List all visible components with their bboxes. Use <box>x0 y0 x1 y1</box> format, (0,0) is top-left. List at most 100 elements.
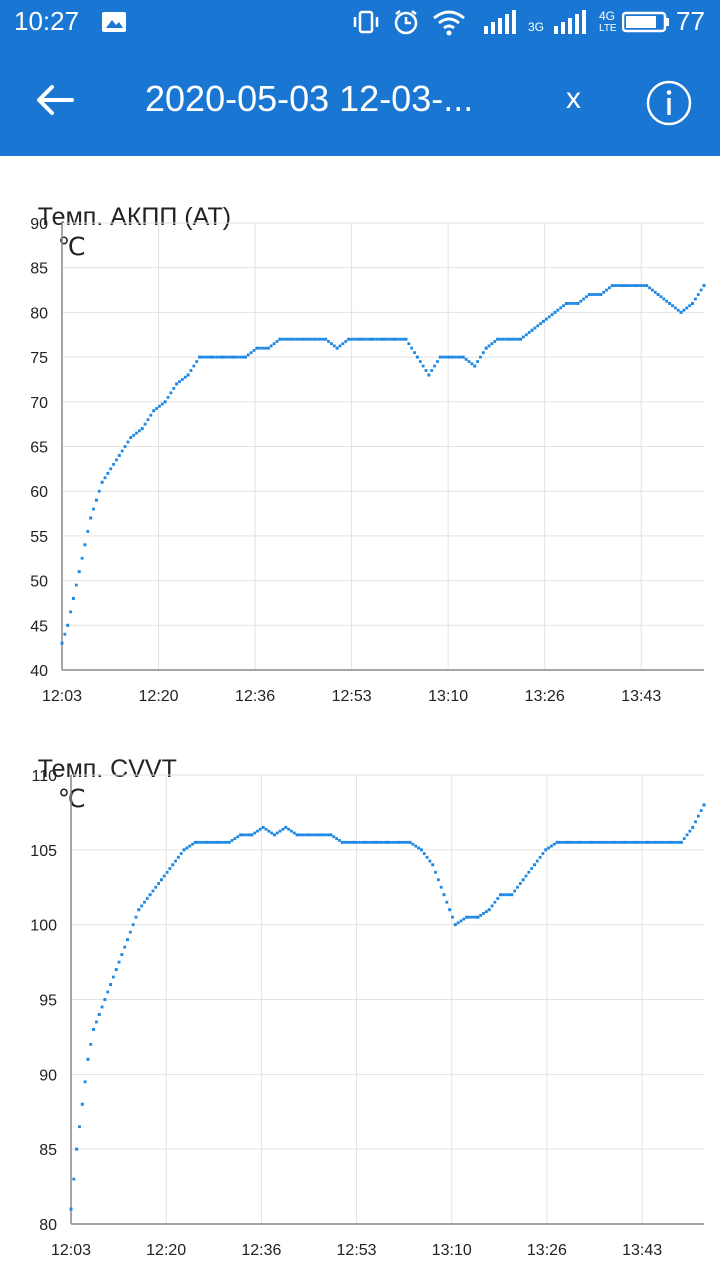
data-point <box>233 837 237 841</box>
data-point <box>266 346 270 350</box>
data-point <box>559 306 563 310</box>
data-point <box>148 893 152 897</box>
data-point <box>415 355 419 359</box>
data-point <box>250 833 254 837</box>
data-point <box>605 288 608 292</box>
data-point <box>186 373 190 377</box>
data-point <box>301 833 305 837</box>
data-point <box>566 840 570 844</box>
data-point <box>527 870 531 874</box>
data-point <box>241 355 244 359</box>
data-point <box>408 840 412 844</box>
data-point <box>158 404 161 408</box>
data-point <box>226 355 230 359</box>
data-point <box>665 299 669 303</box>
network-type-4g: 4G <box>599 9 616 23</box>
data-point <box>143 422 147 426</box>
data-point <box>419 848 423 852</box>
data-point <box>304 833 307 837</box>
data-point <box>524 874 528 878</box>
data-point <box>244 833 248 837</box>
data-point <box>679 840 683 844</box>
data-point <box>587 293 591 297</box>
data-point <box>326 833 330 837</box>
data-point <box>287 827 290 831</box>
data-point <box>444 355 448 359</box>
data-point <box>330 342 333 346</box>
data-point <box>275 340 279 343</box>
data-point <box>620 840 624 844</box>
data-point <box>131 923 135 927</box>
data-point <box>216 840 220 844</box>
data-point <box>340 840 344 844</box>
data-point <box>206 355 210 359</box>
data-point <box>249 351 253 355</box>
data-point <box>479 913 483 917</box>
data-point <box>208 840 211 844</box>
data-point <box>633 284 637 288</box>
data-point <box>97 1012 101 1016</box>
data-point <box>438 355 442 359</box>
data-point <box>501 337 505 341</box>
close-button[interactable]: x <box>566 82 581 115</box>
data-point <box>407 342 411 346</box>
data-point <box>586 840 590 844</box>
data-point <box>238 355 242 359</box>
y-tick-label: 110 <box>31 768 57 785</box>
data-point <box>341 342 345 346</box>
data-point <box>264 827 268 831</box>
data-point <box>682 837 686 841</box>
data-point <box>191 842 194 846</box>
data-point <box>616 284 620 287</box>
data-point <box>547 846 550 850</box>
data-point <box>411 842 415 846</box>
data-point <box>281 337 285 341</box>
data-point <box>622 284 626 288</box>
data-point <box>352 840 356 844</box>
data-point <box>315 337 319 341</box>
data-point <box>270 831 274 835</box>
data-point <box>685 306 689 310</box>
data-point <box>447 355 451 359</box>
data-point <box>151 889 155 893</box>
info-icon[interactable] <box>646 80 692 126</box>
data-point <box>673 306 677 310</box>
data-point <box>374 840 378 844</box>
status-time: 10:27 <box>14 6 80 36</box>
data-point <box>542 319 545 323</box>
x-tick-label: 13:10 <box>428 688 468 705</box>
data-point <box>160 402 164 406</box>
data-point <box>442 893 446 897</box>
data-point <box>143 900 146 904</box>
arrow-left-icon[interactable] <box>34 84 74 116</box>
data-point <box>117 453 121 457</box>
data-point <box>465 915 469 919</box>
data-point <box>278 337 282 341</box>
data-point <box>590 293 594 296</box>
data-point <box>371 840 375 844</box>
data-point <box>318 833 322 837</box>
data-point <box>450 355 454 359</box>
data-point <box>355 840 358 844</box>
data-point <box>424 369 428 372</box>
data-point <box>178 380 181 384</box>
data-point <box>617 840 621 844</box>
data-point <box>436 878 440 882</box>
chart-at-temperature: Темп. АКПП (AT) ℃ 90 85 80 75 70 65 60 55 50 45 40… <box>0 156 720 712</box>
data-point <box>315 833 319 837</box>
data-point <box>473 364 477 368</box>
data-point <box>639 284 643 287</box>
x-tick-label: 13:10 <box>432 1242 472 1259</box>
alarm-icon <box>394 10 418 35</box>
data-point <box>66 623 70 627</box>
data-point <box>179 852 183 855</box>
data-point <box>287 337 290 341</box>
data-point <box>321 833 324 837</box>
y-tick-label: 85 <box>39 1142 57 1159</box>
battery-percent: 77 <box>676 6 705 36</box>
data-point <box>338 344 342 348</box>
data-point <box>507 337 511 341</box>
data-point <box>401 337 405 341</box>
data-point <box>405 840 409 844</box>
data-point <box>157 882 161 885</box>
